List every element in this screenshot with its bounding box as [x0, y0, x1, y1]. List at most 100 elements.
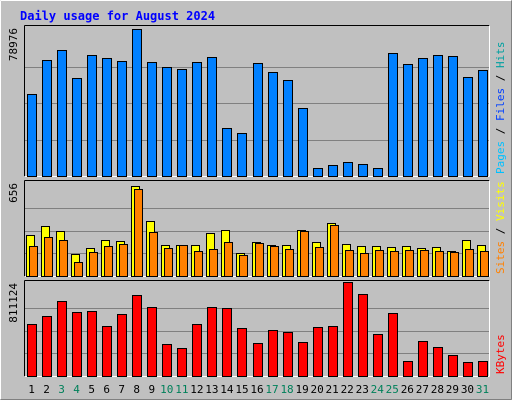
- bar-sites-day-28: [435, 251, 444, 277]
- bar-kbytes-day-3: [57, 301, 67, 377]
- bar-highlight: [181, 247, 183, 276]
- bar-highlight: [119, 316, 121, 376]
- bar-sites-day-24: [375, 250, 384, 277]
- bar-highlight: [31, 248, 33, 276]
- bar-sites-day-17: [270, 246, 279, 277]
- bar-highlight: [61, 242, 63, 276]
- bar-highlight: [390, 55, 392, 176]
- bar-highlight: [164, 69, 166, 176]
- bar-sites-day-19: [300, 231, 309, 277]
- x-tick-label-day-20: 20: [311, 383, 324, 396]
- bar-files-day-13: [207, 57, 217, 177]
- legend-separator: /: [494, 221, 507, 241]
- panel-top-max-label: 78976: [7, 28, 20, 61]
- bar-files-day-15: [237, 133, 247, 177]
- bar-highlight: [226, 244, 228, 276]
- bar-highlight: [149, 64, 151, 176]
- bar-sites-day-12: [194, 251, 203, 277]
- bar-files-day-11: [177, 69, 187, 177]
- bar-kbytes-day-22: [343, 282, 353, 377]
- legend-separator: /: [494, 68, 507, 88]
- bar-sites-day-6: [104, 246, 113, 277]
- bar-files-day-10: [162, 67, 172, 177]
- bar-highlight: [450, 58, 452, 176]
- bar-kbytes-day-6: [102, 326, 112, 377]
- bar-highlight: [272, 248, 274, 276]
- panel-mid-legend-label: Sites / Visits: [494, 181, 507, 274]
- bar-highlight: [420, 343, 422, 376]
- bar-sites-day-13: [209, 249, 218, 277]
- x-tick-label-day-1: 1: [28, 383, 35, 396]
- bar-highlight: [44, 318, 46, 376]
- bar-highlight: [450, 357, 452, 376]
- x-tick-label-day-25: 25: [386, 383, 399, 396]
- chart-title: Daily usage for August 2024: [20, 9, 215, 23]
- legend-sites: Sites: [494, 241, 507, 274]
- bar-highlight: [435, 349, 437, 376]
- bar-highlight: [196, 253, 198, 276]
- bar-highlight: [29, 96, 31, 176]
- x-tick-label-day-26: 26: [401, 383, 414, 396]
- bar-highlight: [74, 314, 76, 376]
- bar-files-day-24: [373, 168, 383, 177]
- x-tick-label-day-22: 22: [341, 383, 354, 396]
- bar-kbytes-day-7: [117, 314, 127, 377]
- bar-highlight: [104, 60, 106, 176]
- bar-highlight: [224, 130, 226, 176]
- bar-sites-day-29: [450, 252, 459, 277]
- bar-files-day-22: [343, 162, 353, 177]
- bar-highlight: [179, 71, 181, 176]
- bar-highlight: [194, 326, 196, 376]
- bar-highlight: [74, 80, 76, 176]
- bar-highlight: [315, 170, 317, 176]
- x-axis-labels: 1 2 3 4 5 6 7 8 9 10 11 12 13 14 15 16 17 18 19 20 21 22 23 24 2…: [28, 383, 489, 396]
- bar-highlight: [119, 63, 121, 176]
- bar-sites-day-9: [149, 232, 158, 277]
- bar-highlight: [390, 315, 392, 376]
- bar-kbytes-day-2: [42, 316, 52, 377]
- bar-sites-day-11: [179, 245, 188, 277]
- bar-highlight: [89, 57, 91, 176]
- bar-highlight: [317, 249, 319, 276]
- bar-files-day-5: [87, 55, 97, 177]
- bar-highlight: [239, 330, 241, 376]
- bar-files-day-3: [57, 50, 67, 177]
- bar-highlight: [164, 346, 166, 376]
- bar-highlight: [59, 303, 61, 376]
- x-tick-label-day-15: 15: [235, 383, 248, 396]
- bar-kbytes-day-1: [27, 324, 37, 377]
- bar-kbytes-day-13: [207, 307, 217, 377]
- bar-highlight: [330, 167, 332, 176]
- bar-kbytes-day-31: [478, 361, 488, 377]
- bar-files-day-16: [253, 63, 263, 177]
- bar-files-day-29: [448, 56, 458, 177]
- bar-kbytes-day-21: [328, 326, 338, 377]
- bar-kbytes-day-30: [463, 362, 473, 377]
- bar-files-day-7: [117, 61, 127, 177]
- panel-bot-max-label: 811124: [7, 283, 20, 323]
- bar-kbytes-day-15: [237, 328, 247, 377]
- x-tick-label-day-5: 5: [88, 383, 95, 396]
- bar-files-day-27: [418, 58, 428, 177]
- bar-highlight: [285, 334, 287, 376]
- bar-highlight: [209, 309, 211, 376]
- x-tick-label-day-4: 4: [73, 383, 80, 396]
- bar-files-day-6: [102, 58, 112, 177]
- bar-highlight: [482, 253, 484, 276]
- bar-highlight: [437, 253, 439, 276]
- bar-kbytes-day-24: [373, 334, 383, 377]
- bar-highlight: [392, 253, 394, 276]
- legend-visits: Visits: [494, 181, 507, 221]
- x-tick-label-day-3: 3: [58, 383, 65, 396]
- bar-kbytes-day-14: [222, 308, 232, 377]
- bar-kbytes-day-9: [147, 307, 157, 377]
- bar-sites-day-31: [480, 251, 489, 277]
- bar-highlight: [315, 329, 317, 376]
- panel-top-legend-label: Pages / Files / Hits: [494, 42, 507, 175]
- bar-files-day-1: [27, 94, 37, 177]
- bar-highlight: [347, 252, 349, 276]
- bar-highlight: [270, 74, 272, 176]
- panel-mid: 656 Sites / Visits: [7, 180, 507, 277]
- x-tick-label-day-19: 19: [295, 383, 308, 396]
- bar-highlight: [194, 64, 196, 176]
